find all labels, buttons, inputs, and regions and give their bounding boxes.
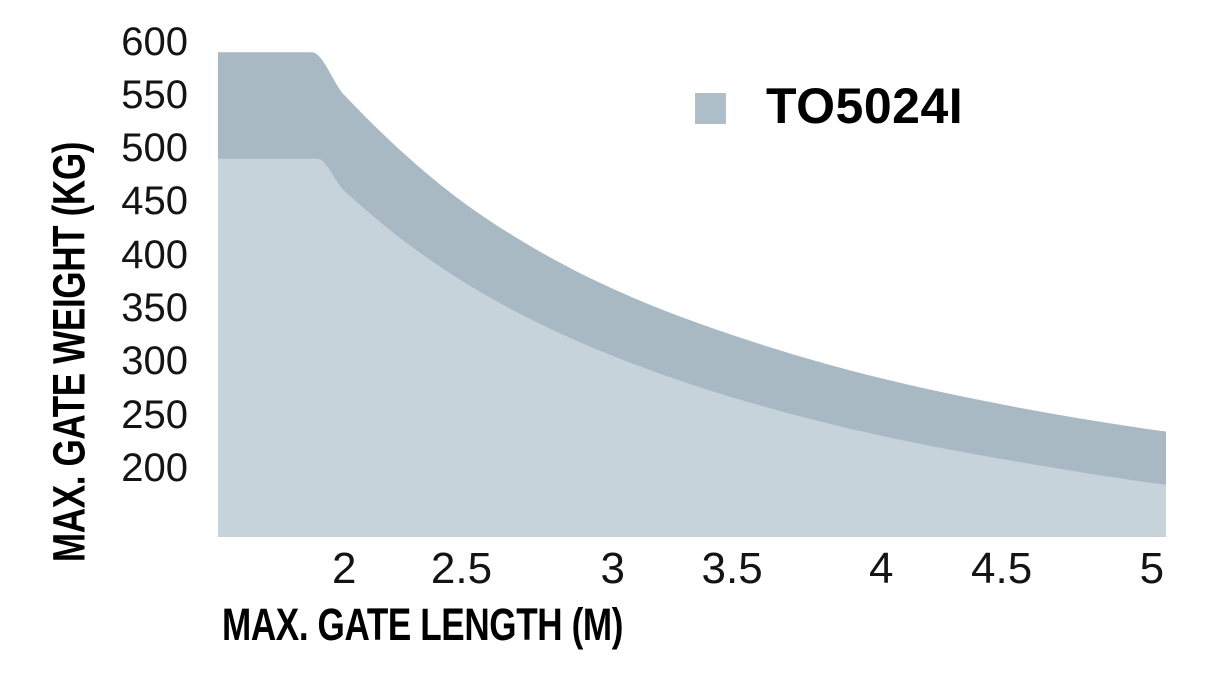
x-tick-label: 3.5 bbox=[701, 544, 763, 593]
y-tick-label: 350 bbox=[121, 286, 188, 330]
y-tick-label: 200 bbox=[121, 445, 188, 490]
x-axis-title: MAX. GATE LENGTH (M) bbox=[222, 599, 624, 650]
series-area-lower bbox=[218, 158, 1166, 538]
legend-color-swatch bbox=[695, 93, 726, 124]
y-tick-label: 500 bbox=[121, 126, 188, 171]
x-tick-label: 2 bbox=[331, 544, 357, 593]
y-tick-label: 450 bbox=[121, 179, 188, 224]
y-tick-label: 550 bbox=[121, 72, 188, 117]
y-tick-label: 400 bbox=[121, 232, 188, 277]
y-tick-label: 600 bbox=[121, 19, 188, 64]
y-tick-label: 250 bbox=[121, 392, 188, 437]
legend-series-label: TO5024I bbox=[766, 78, 964, 134]
x-tick-label: 2.5 bbox=[430, 544, 493, 593]
x-tick-label: 4.5 bbox=[971, 544, 1033, 593]
y-axis-title: MAX. GATE WEIGHT (KG) bbox=[43, 141, 95, 563]
x-tick-label: 5 bbox=[1139, 544, 1165, 593]
x-tick-label: 4 bbox=[869, 544, 894, 593]
y-tick-label: 300 bbox=[121, 339, 188, 384]
x-tick-label: 3 bbox=[600, 544, 626, 593]
